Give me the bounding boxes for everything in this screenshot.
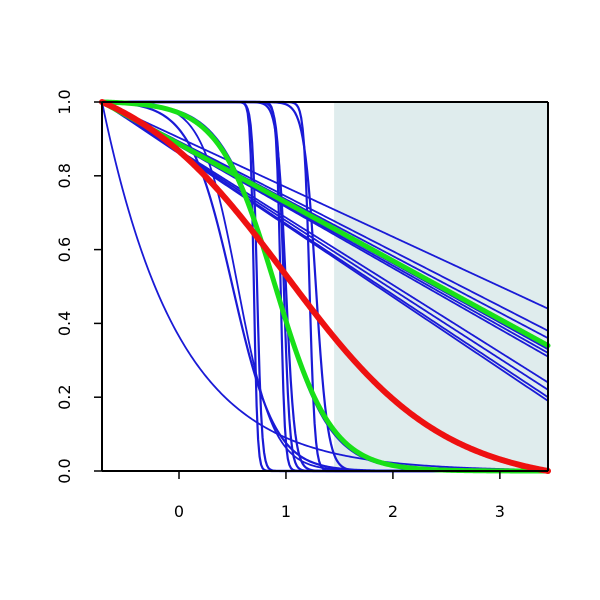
red-series-layer bbox=[99, 99, 551, 474]
y-tick-label: 0.6 bbox=[55, 237, 74, 262]
axes-layer: 0 1 2 3 0.0 0.2 0.4 0.6 0.8 1.0 bbox=[55, 89, 549, 521]
y-tick-label: 0.4 bbox=[55, 311, 74, 336]
x-tick-label: 1 bbox=[281, 502, 291, 521]
blue-linear-curve-1 bbox=[101, 101, 549, 310]
x-tick-label: 2 bbox=[388, 502, 398, 521]
green-curve-1 bbox=[99, 99, 551, 349]
x-tick-label: 3 bbox=[495, 502, 505, 521]
y-tick-label: 0.8 bbox=[55, 163, 74, 188]
blue-smooth-curve-3 bbox=[101, 101, 549, 471]
red-curve-1 bbox=[99, 99, 551, 474]
y-tick-label: 0.0 bbox=[55, 458, 74, 483]
y-tick-label: 0.2 bbox=[55, 384, 74, 409]
y-tick-label: 1.0 bbox=[55, 89, 74, 114]
x-tick-label: 0 bbox=[174, 502, 184, 521]
